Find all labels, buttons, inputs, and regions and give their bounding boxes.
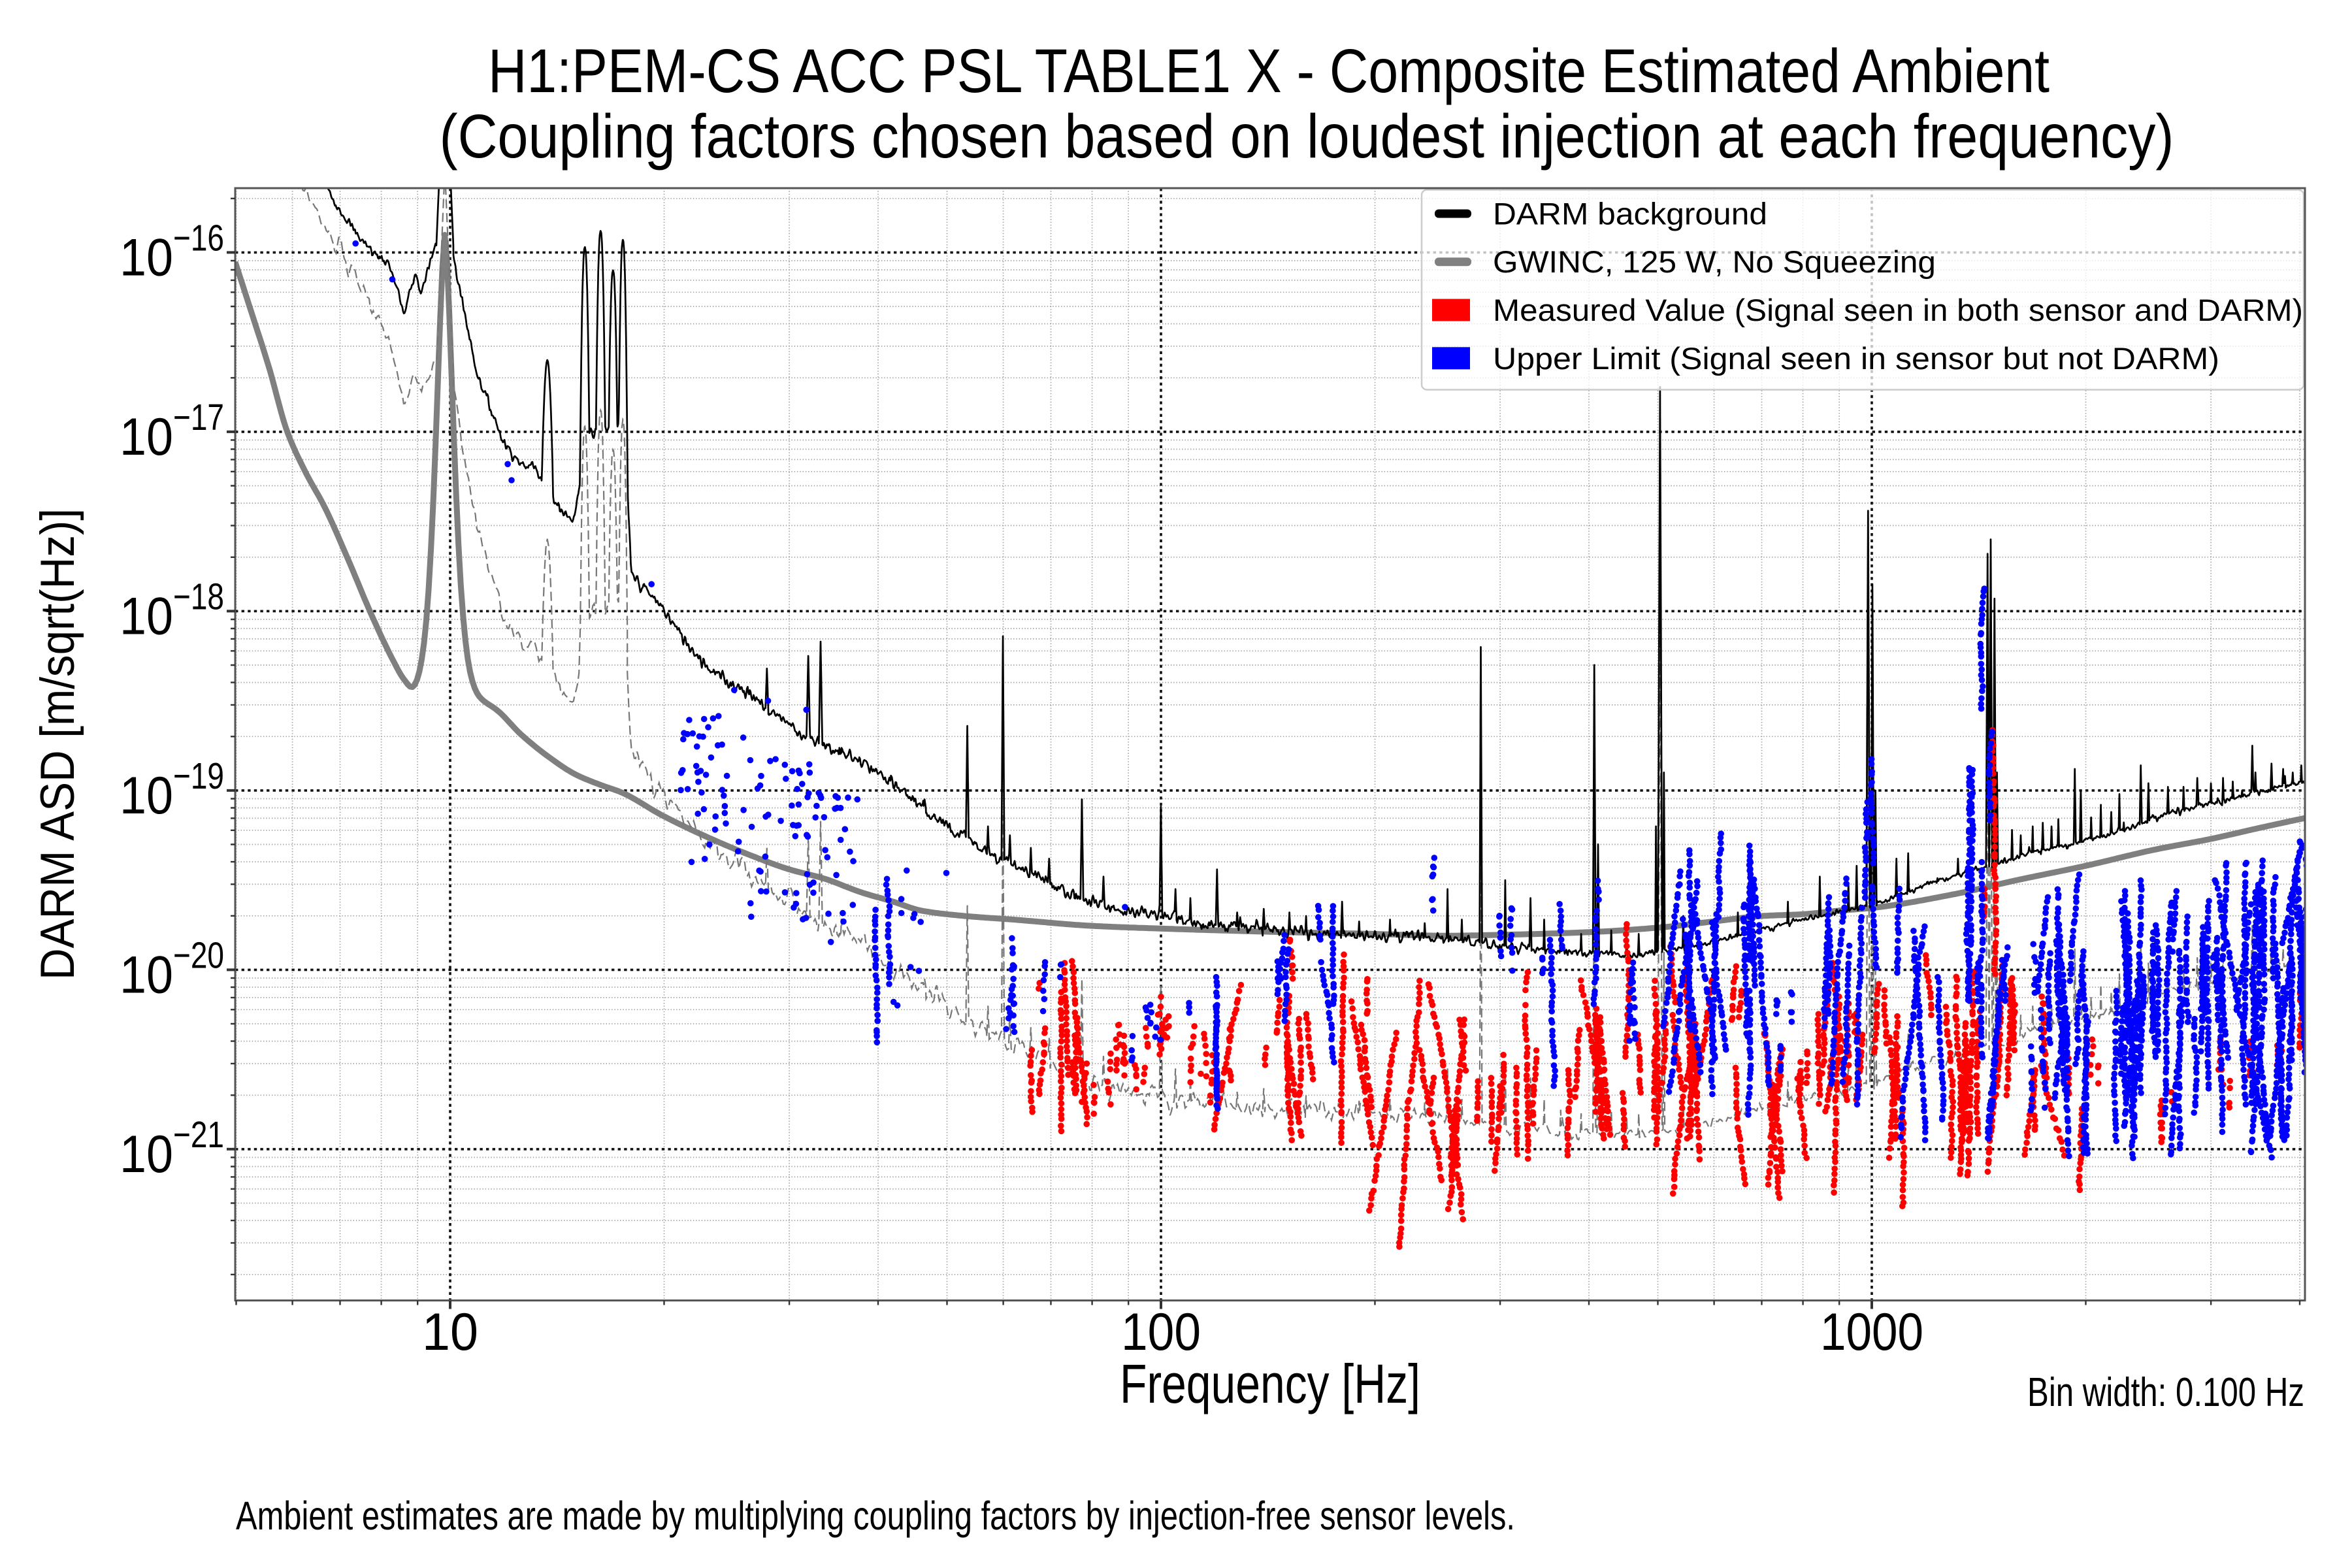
svg-text:(Coupling factors chosen based: (Coupling factors chosen based on loudes… [440,102,2174,171]
svg-text:Bin width: 0.100 Hz: Bin width: 0.100 Hz [2027,1370,2304,1415]
svg-text:10−17: 10−17 [120,397,224,466]
svg-text:DARM background: DARM background [1493,197,1767,231]
svg-text:1000: 1000 [1820,1303,1923,1362]
svg-text:Frequency [Hz]: Frequency [Hz] [1120,1353,1420,1414]
svg-text:Upper Limit (Signal seen in se: Upper Limit (Signal seen in sensor but n… [1493,341,2219,376]
svg-text:Measured Value (Signal seen in: Measured Value (Signal seen in both sens… [1493,293,2303,327]
svg-text:Ambient estimates are made by: Ambient estimates are made by multiplyin… [236,1494,1515,1538]
svg-text:10−18: 10−18 [120,576,224,645]
svg-text:10−20: 10−20 [120,934,224,1004]
svg-text:H1:PEM-CS ACC PSL TABLE1 X - C: H1:PEM-CS ACC PSL TABLE1 X - Composite E… [488,37,2050,106]
svg-text:GWINC, 125 W, No Squeezing: GWINC, 125 W, No Squeezing [1493,244,1936,279]
svg-text:DARM ASD [m/sqrt(Hz)]: DARM ASD [m/sqrt(Hz)] [31,508,84,980]
svg-text:10−19: 10−19 [120,755,224,825]
svg-text:10−21: 10−21 [120,1114,224,1184]
svg-text:10−16: 10−16 [120,217,224,287]
svg-text:10: 10 [422,1303,478,1362]
svg-text:100: 100 [1121,1303,1201,1362]
